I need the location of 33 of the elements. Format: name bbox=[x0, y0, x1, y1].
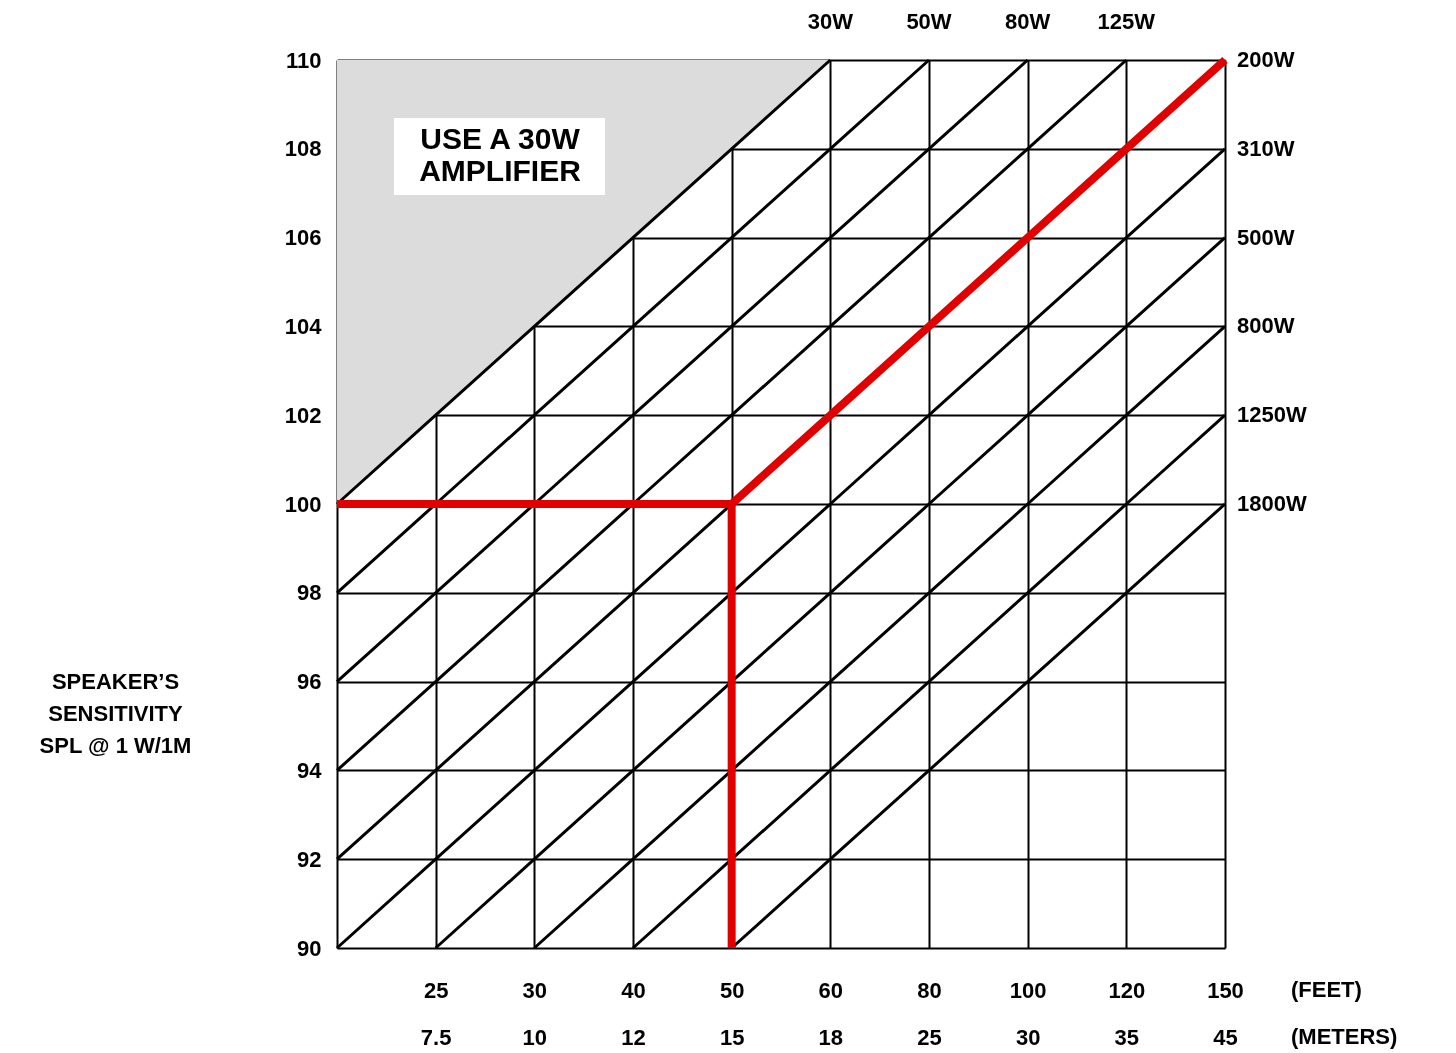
x-tick-label: 25 7.5 bbox=[420, 977, 452, 1050]
series-label: 30W bbox=[807, 9, 854, 34]
y-tick-label: 106 bbox=[284, 225, 322, 251]
series-label: 50W bbox=[906, 9, 952, 34]
series-label: 200W bbox=[1237, 47, 1295, 72]
series-label: 1800W bbox=[1237, 491, 1307, 516]
x-axis-title: (FEET) (METERS) bbox=[1291, 977, 1398, 1049]
x-tick-label: 60 18 bbox=[818, 977, 844, 1050]
x-tick-label: 40 12 bbox=[621, 977, 646, 1050]
y-tick-label: 94 bbox=[297, 757, 323, 783]
y-tick-label: 90 bbox=[297, 935, 322, 961]
y-axis-title: SPEAKER’S SENSITIVITY SPL @ 1 W/1M bbox=[39, 668, 192, 758]
x-tick-label: 80 25 bbox=[917, 977, 942, 1050]
y-tick-label: 104 bbox=[284, 313, 323, 339]
x-tick-label: 150 45 bbox=[1207, 977, 1244, 1050]
y-tick-label: 100 bbox=[284, 491, 322, 517]
series-label: 310W bbox=[1237, 135, 1295, 161]
y-tick-label: 108 bbox=[284, 136, 322, 162]
x-tick-label: 50 15 bbox=[719, 977, 745, 1050]
series-label: 500W bbox=[1237, 224, 1295, 250]
y-tick-label: 110 bbox=[286, 47, 322, 73]
annotation: USE A 30W AMPLIFIER bbox=[419, 122, 582, 187]
x-tick-label: 100 30 bbox=[1009, 977, 1047, 1050]
series-label: 800W bbox=[1237, 313, 1295, 339]
series-label: 80W bbox=[1005, 9, 1051, 34]
y-tick-label: 102 bbox=[284, 402, 322, 428]
y-tick-label: 96 bbox=[297, 669, 322, 695]
y-tick-label: 92 bbox=[297, 846, 322, 872]
series-label: 125W bbox=[1097, 9, 1156, 34]
x-tick-label: 120 35 bbox=[1108, 977, 1146, 1050]
series-label: 1250W bbox=[1237, 402, 1307, 428]
x-tick-label: 30 10 bbox=[522, 977, 548, 1050]
y-tick-label: 98 bbox=[297, 580, 322, 606]
